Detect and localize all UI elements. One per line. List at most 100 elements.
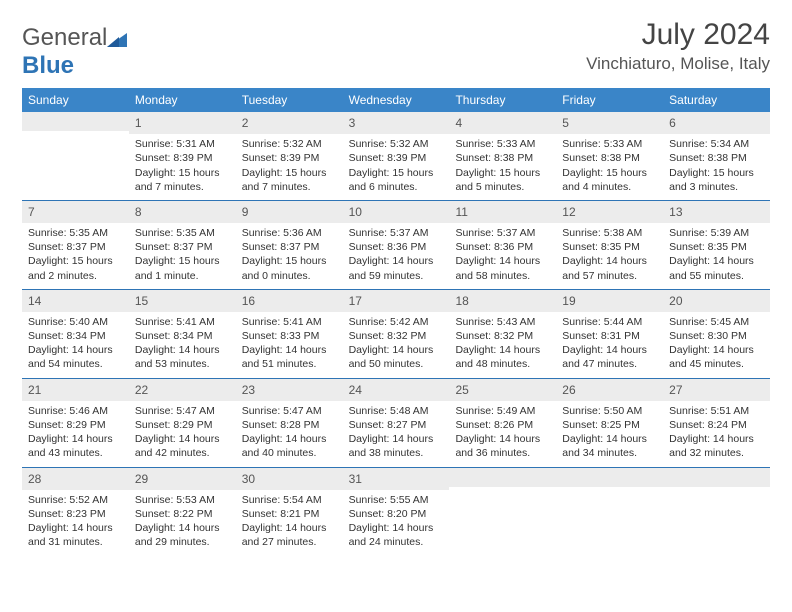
day-number: 3 — [343, 112, 450, 134]
day-details: Sunrise: 5:49 AMSunset: 8:26 PMDaylight:… — [449, 401, 556, 467]
sunset-text: Sunset: 8:33 PM — [242, 329, 337, 343]
day-details: Sunrise: 5:41 AMSunset: 8:34 PMDaylight:… — [129, 312, 236, 378]
calendar-day: 20Sunrise: 5:45 AMSunset: 8:30 PMDayligh… — [663, 290, 770, 378]
sunset-text: Sunset: 8:39 PM — [349, 151, 444, 165]
day-number: 16 — [236, 290, 343, 312]
day-details: Sunrise: 5:47 AMSunset: 8:29 PMDaylight:… — [129, 401, 236, 467]
day-number: 22 — [129, 379, 236, 401]
daylight-text: Daylight: 15 hours and 0 minutes. — [242, 254, 337, 282]
sunset-text: Sunset: 8:35 PM — [562, 240, 657, 254]
sunrise-text: Sunrise: 5:41 AM — [242, 315, 337, 329]
calendar-day: 29Sunrise: 5:53 AMSunset: 8:22 PMDayligh… — [129, 468, 236, 556]
day-number: 25 — [449, 379, 556, 401]
sunset-text: Sunset: 8:37 PM — [135, 240, 230, 254]
day-details: Sunrise: 5:44 AMSunset: 8:31 PMDaylight:… — [556, 312, 663, 378]
daylight-text: Daylight: 15 hours and 1 minute. — [135, 254, 230, 282]
daylight-text: Daylight: 14 hours and 38 minutes. — [349, 432, 444, 460]
sunset-text: Sunset: 8:34 PM — [135, 329, 230, 343]
day-details: Sunrise: 5:53 AMSunset: 8:22 PMDaylight:… — [129, 490, 236, 556]
sunset-text: Sunset: 8:32 PM — [455, 329, 550, 343]
sunrise-text: Sunrise: 5:36 AM — [242, 226, 337, 240]
calendar-day: 3Sunrise: 5:32 AMSunset: 8:39 PMDaylight… — [343, 112, 450, 200]
daylight-text: Daylight: 15 hours and 7 minutes. — [135, 166, 230, 194]
daylight-text: Daylight: 15 hours and 2 minutes. — [28, 254, 123, 282]
day-details: Sunrise: 5:39 AMSunset: 8:35 PMDaylight:… — [663, 223, 770, 289]
weekday-header: Friday — [556, 88, 663, 112]
day-number: 10 — [343, 201, 450, 223]
sunset-text: Sunset: 8:26 PM — [455, 418, 550, 432]
sunset-text: Sunset: 8:37 PM — [242, 240, 337, 254]
sunrise-text: Sunrise: 5:45 AM — [669, 315, 764, 329]
sunset-text: Sunset: 8:25 PM — [562, 418, 657, 432]
calendar-day: 10Sunrise: 5:37 AMSunset: 8:36 PMDayligh… — [343, 201, 450, 289]
sunset-text: Sunset: 8:34 PM — [28, 329, 123, 343]
day-details: Sunrise: 5:41 AMSunset: 8:33 PMDaylight:… — [236, 312, 343, 378]
daylight-text: Daylight: 14 hours and 43 minutes. — [28, 432, 123, 460]
sunrise-text: Sunrise: 5:34 AM — [669, 137, 764, 151]
sunrise-text: Sunrise: 5:47 AM — [242, 404, 337, 418]
day-number: 5 — [556, 112, 663, 134]
sunrise-text: Sunrise: 5:35 AM — [28, 226, 123, 240]
day-number — [556, 468, 663, 487]
sunrise-text: Sunrise: 5:40 AM — [28, 315, 123, 329]
daylight-text: Daylight: 14 hours and 54 minutes. — [28, 343, 123, 371]
day-details: Sunrise: 5:50 AMSunset: 8:25 PMDaylight:… — [556, 401, 663, 467]
sunset-text: Sunset: 8:21 PM — [242, 507, 337, 521]
title-location: Vinchiaturo, Molise, Italy — [586, 54, 770, 74]
day-number: 2 — [236, 112, 343, 134]
day-number: 12 — [556, 201, 663, 223]
calendar-day — [556, 468, 663, 556]
calendar-day: 16Sunrise: 5:41 AMSunset: 8:33 PMDayligh… — [236, 290, 343, 378]
sunset-text: Sunset: 8:36 PM — [349, 240, 444, 254]
calendar-day: 30Sunrise: 5:54 AMSunset: 8:21 PMDayligh… — [236, 468, 343, 556]
sunrise-text: Sunrise: 5:41 AM — [135, 315, 230, 329]
sunrise-text: Sunrise: 5:54 AM — [242, 493, 337, 507]
calendar-day: 27Sunrise: 5:51 AMSunset: 8:24 PMDayligh… — [663, 379, 770, 467]
sunset-text: Sunset: 8:38 PM — [562, 151, 657, 165]
day-details: Sunrise: 5:47 AMSunset: 8:28 PMDaylight:… — [236, 401, 343, 467]
day-number: 9 — [236, 201, 343, 223]
calendar-day: 4Sunrise: 5:33 AMSunset: 8:38 PMDaylight… — [449, 112, 556, 200]
daylight-text: Daylight: 14 hours and 59 minutes. — [349, 254, 444, 282]
day-details: Sunrise: 5:35 AMSunset: 8:37 PMDaylight:… — [129, 223, 236, 289]
day-number — [663, 468, 770, 487]
sunrise-text: Sunrise: 5:38 AM — [562, 226, 657, 240]
daylight-text: Daylight: 14 hours and 27 minutes. — [242, 521, 337, 549]
daylight-text: Daylight: 15 hours and 7 minutes. — [242, 166, 337, 194]
daylight-text: Daylight: 14 hours and 57 minutes. — [562, 254, 657, 282]
day-number: 15 — [129, 290, 236, 312]
day-details: Sunrise: 5:33 AMSunset: 8:38 PMDaylight:… — [449, 134, 556, 200]
title-month: July 2024 — [586, 18, 770, 52]
sunrise-text: Sunrise: 5:44 AM — [562, 315, 657, 329]
day-details: Sunrise: 5:43 AMSunset: 8:32 PMDaylight:… — [449, 312, 556, 378]
sunrise-text: Sunrise: 5:39 AM — [669, 226, 764, 240]
day-number: 1 — [129, 112, 236, 134]
daylight-text: Daylight: 15 hours and 4 minutes. — [562, 166, 657, 194]
sunrise-text: Sunrise: 5:32 AM — [242, 137, 337, 151]
sunrise-text: Sunrise: 5:31 AM — [135, 137, 230, 151]
day-details: Sunrise: 5:48 AMSunset: 8:27 PMDaylight:… — [343, 401, 450, 467]
day-details: Sunrise: 5:37 AMSunset: 8:36 PMDaylight:… — [449, 223, 556, 289]
day-details: Sunrise: 5:42 AMSunset: 8:32 PMDaylight:… — [343, 312, 450, 378]
day-details: Sunrise: 5:54 AMSunset: 8:21 PMDaylight:… — [236, 490, 343, 556]
brand-logo: GeneralBlue — [22, 18, 129, 80]
weekday-header: Thursday — [449, 88, 556, 112]
day-number — [449, 468, 556, 487]
sunset-text: Sunset: 8:22 PM — [135, 507, 230, 521]
sail-icon — [105, 28, 129, 46]
calendar-day: 26Sunrise: 5:50 AMSunset: 8:25 PMDayligh… — [556, 379, 663, 467]
day-details: Sunrise: 5:52 AMSunset: 8:23 PMDaylight:… — [22, 490, 129, 556]
day-details: Sunrise: 5:40 AMSunset: 8:34 PMDaylight:… — [22, 312, 129, 378]
calendar-day: 15Sunrise: 5:41 AMSunset: 8:34 PMDayligh… — [129, 290, 236, 378]
daylight-text: Daylight: 14 hours and 29 minutes. — [135, 521, 230, 549]
day-details: Sunrise: 5:33 AMSunset: 8:38 PMDaylight:… — [556, 134, 663, 200]
sunrise-text: Sunrise: 5:55 AM — [349, 493, 444, 507]
sunset-text: Sunset: 8:24 PM — [669, 418, 764, 432]
day-details: Sunrise: 5:36 AMSunset: 8:37 PMDaylight:… — [236, 223, 343, 289]
sunrise-text: Sunrise: 5:42 AM — [349, 315, 444, 329]
day-details: Sunrise: 5:37 AMSunset: 8:36 PMDaylight:… — [343, 223, 450, 289]
calendar-day: 5Sunrise: 5:33 AMSunset: 8:38 PMDaylight… — [556, 112, 663, 200]
sunrise-text: Sunrise: 5:46 AM — [28, 404, 123, 418]
sunrise-text: Sunrise: 5:37 AM — [349, 226, 444, 240]
daylight-text: Daylight: 14 hours and 53 minutes. — [135, 343, 230, 371]
